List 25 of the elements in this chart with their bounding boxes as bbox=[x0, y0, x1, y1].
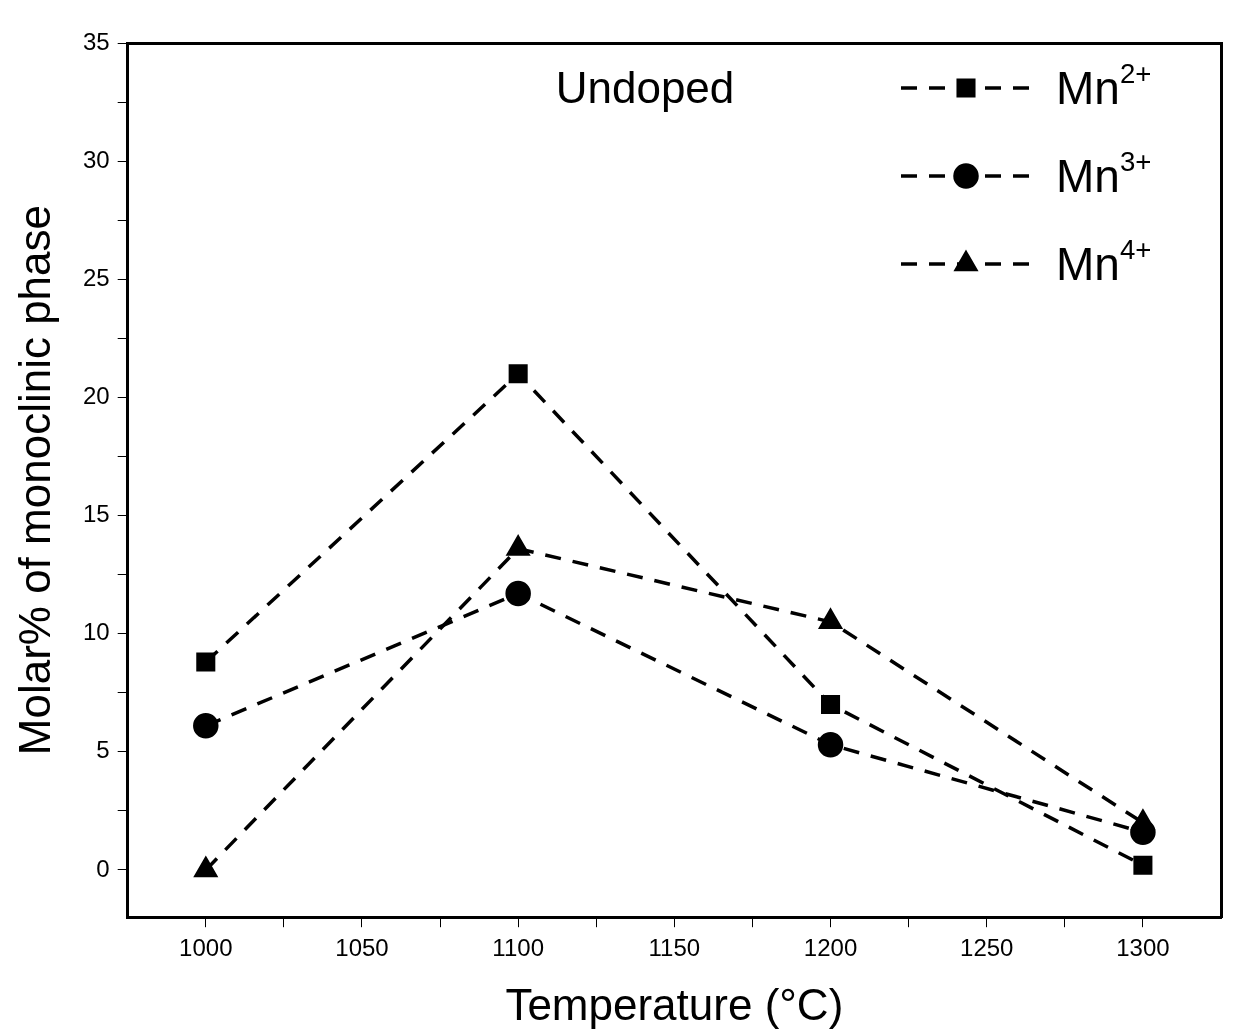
x-tick-label: 1100 bbox=[492, 934, 544, 962]
y-axis-title: Molar% of monoclinic phase bbox=[10, 204, 59, 756]
x-tick-label: 1300 bbox=[1116, 934, 1170, 962]
y-tick-label: 15 bbox=[82, 500, 110, 528]
y-tick-label: 5 bbox=[96, 736, 110, 764]
x-tick-label: 1000 bbox=[179, 934, 233, 962]
x-tick-label: 1250 bbox=[960, 934, 1014, 962]
y-tick-label: 25 bbox=[82, 263, 110, 291]
y-tick-label: 30 bbox=[82, 145, 110, 173]
x-tick-label: 1150 bbox=[648, 934, 701, 962]
x-tick-label: 1200 bbox=[803, 934, 858, 962]
point bbox=[817, 731, 844, 758]
y-tick-label: 10 bbox=[82, 618, 110, 646]
y-tick-label: 35 bbox=[82, 27, 110, 55]
x-axis-title: Temperature (°C) bbox=[505, 980, 844, 1029]
point bbox=[196, 652, 216, 672]
point bbox=[193, 713, 219, 739]
point bbox=[1133, 855, 1153, 875]
x-tick-label: 1050 bbox=[335, 934, 389, 962]
point bbox=[508, 364, 528, 384]
annotation: Undoped bbox=[555, 63, 735, 112]
point bbox=[505, 580, 531, 607]
y-tick-label: 20 bbox=[82, 382, 110, 410]
point bbox=[821, 695, 841, 715]
y-tick-label: 0 bbox=[96, 854, 110, 882]
